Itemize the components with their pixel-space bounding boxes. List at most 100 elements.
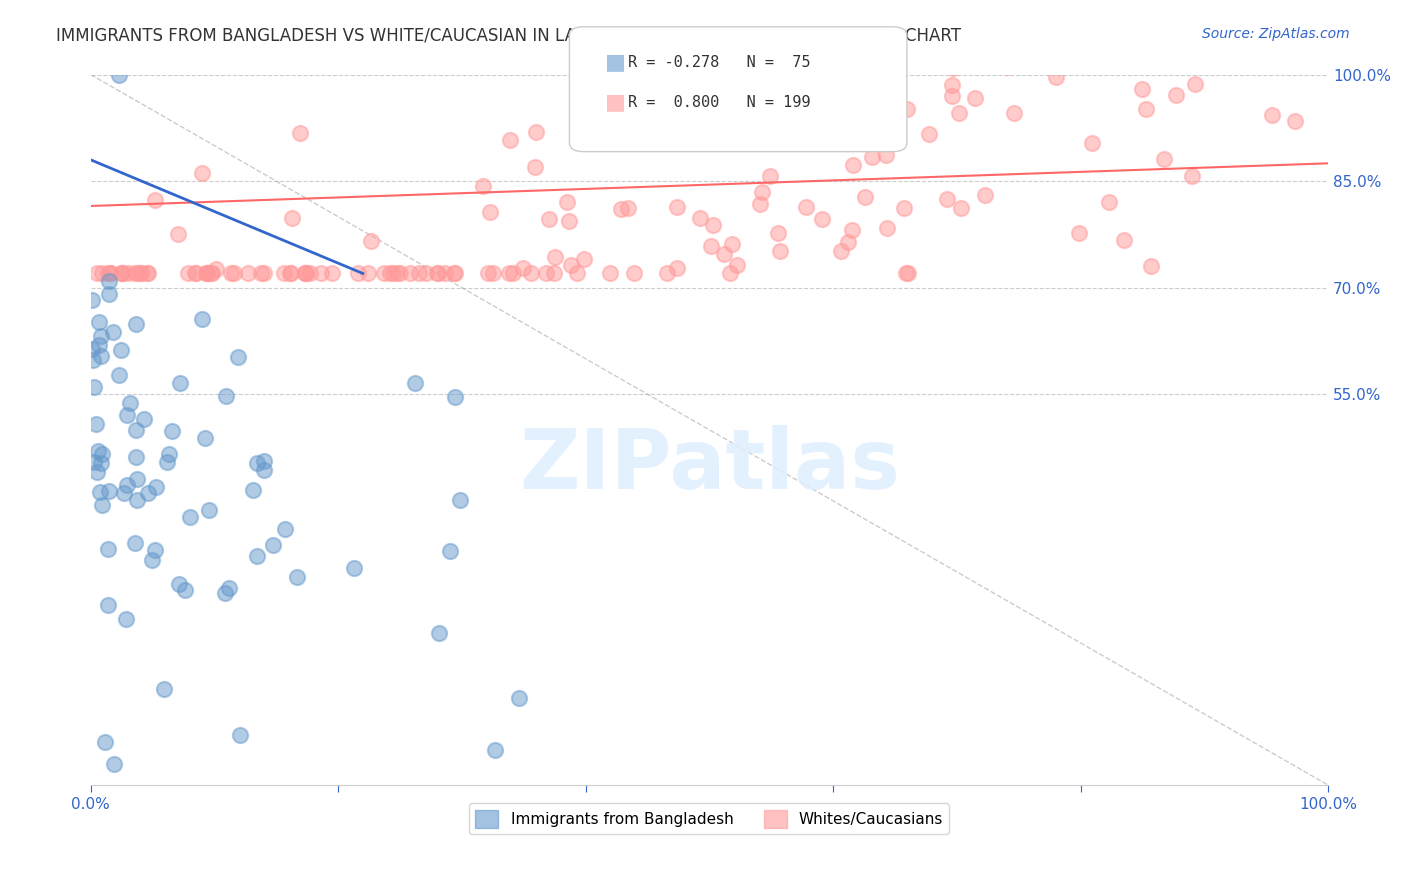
Point [560,258,582,272]
Point [112,267,135,281]
Point [1017,54,1039,68]
Point [94,735,117,749]
Point [555,194,578,209]
Point [884,54,907,68]
Point [136,267,159,281]
Point [794,200,817,214]
Point [623,267,645,281]
Point [100,267,122,281]
Point [97,267,120,281]
Point [935,54,957,68]
Point [1130,81,1153,95]
Point [942,61,965,75]
Point [143,193,166,207]
Point [98,484,121,499]
Point [1177,54,1199,68]
Point [373,267,395,281]
Point [285,570,308,584]
Point [114,486,136,500]
Point [900,54,922,68]
Point [86,267,108,281]
Point [215,389,238,403]
Point [534,267,557,281]
Point [145,480,167,494]
Point [886,110,908,124]
Point [875,148,897,162]
Point [439,543,461,558]
Point [321,267,343,281]
Point [343,561,366,575]
Point [226,350,249,364]
Point [118,396,141,410]
Point [655,267,678,281]
Point [1114,233,1136,247]
Point [162,424,184,438]
Point [1286,54,1309,68]
Point [585,65,607,79]
Point [977,54,1000,68]
Point [1181,169,1204,184]
Point [294,267,316,281]
Point [993,54,1015,68]
Point [186,267,208,281]
Point [896,102,918,116]
Point [1271,54,1294,68]
Point [389,267,412,281]
Point [214,585,236,599]
Point [381,267,404,281]
Point [572,252,595,266]
Point [1189,54,1212,68]
Point [1064,54,1087,68]
Point [512,261,534,276]
Point [191,311,214,326]
Point [702,218,724,232]
Point [860,150,883,164]
Point [117,267,139,281]
Point [524,125,547,139]
Point [246,456,269,470]
Point [167,227,190,241]
Text: ZIPatlas: ZIPatlas [519,425,900,506]
Point [1063,54,1085,68]
Point [108,368,131,383]
Point [434,267,457,281]
Point [758,169,780,183]
Point [949,54,972,68]
Point [290,126,312,140]
Point [82,293,104,308]
Point [281,211,304,226]
Point [90,329,112,343]
Point [252,463,274,477]
Point [960,54,983,68]
Point [688,54,710,68]
Point [136,486,159,500]
Point [1166,88,1188,103]
Point [471,179,494,194]
Point [427,625,450,640]
Point [804,117,827,131]
Point [713,246,735,260]
Point [1133,54,1156,68]
Point [484,742,506,756]
Point [404,376,426,390]
Point [524,160,547,174]
Point [759,128,782,142]
Point [134,412,156,426]
Point [195,267,218,281]
Point [1239,54,1261,68]
Point [941,78,963,92]
Point [963,91,986,105]
Point [498,267,520,281]
Point [793,65,815,79]
Point [1081,136,1104,150]
Point [426,267,449,281]
Point [766,226,789,240]
Point [520,267,543,281]
Point [875,112,897,127]
Point [201,267,224,281]
Point [378,267,401,281]
Point [599,267,621,281]
Point [82,352,104,367]
Point [91,267,114,281]
Point [427,267,450,281]
